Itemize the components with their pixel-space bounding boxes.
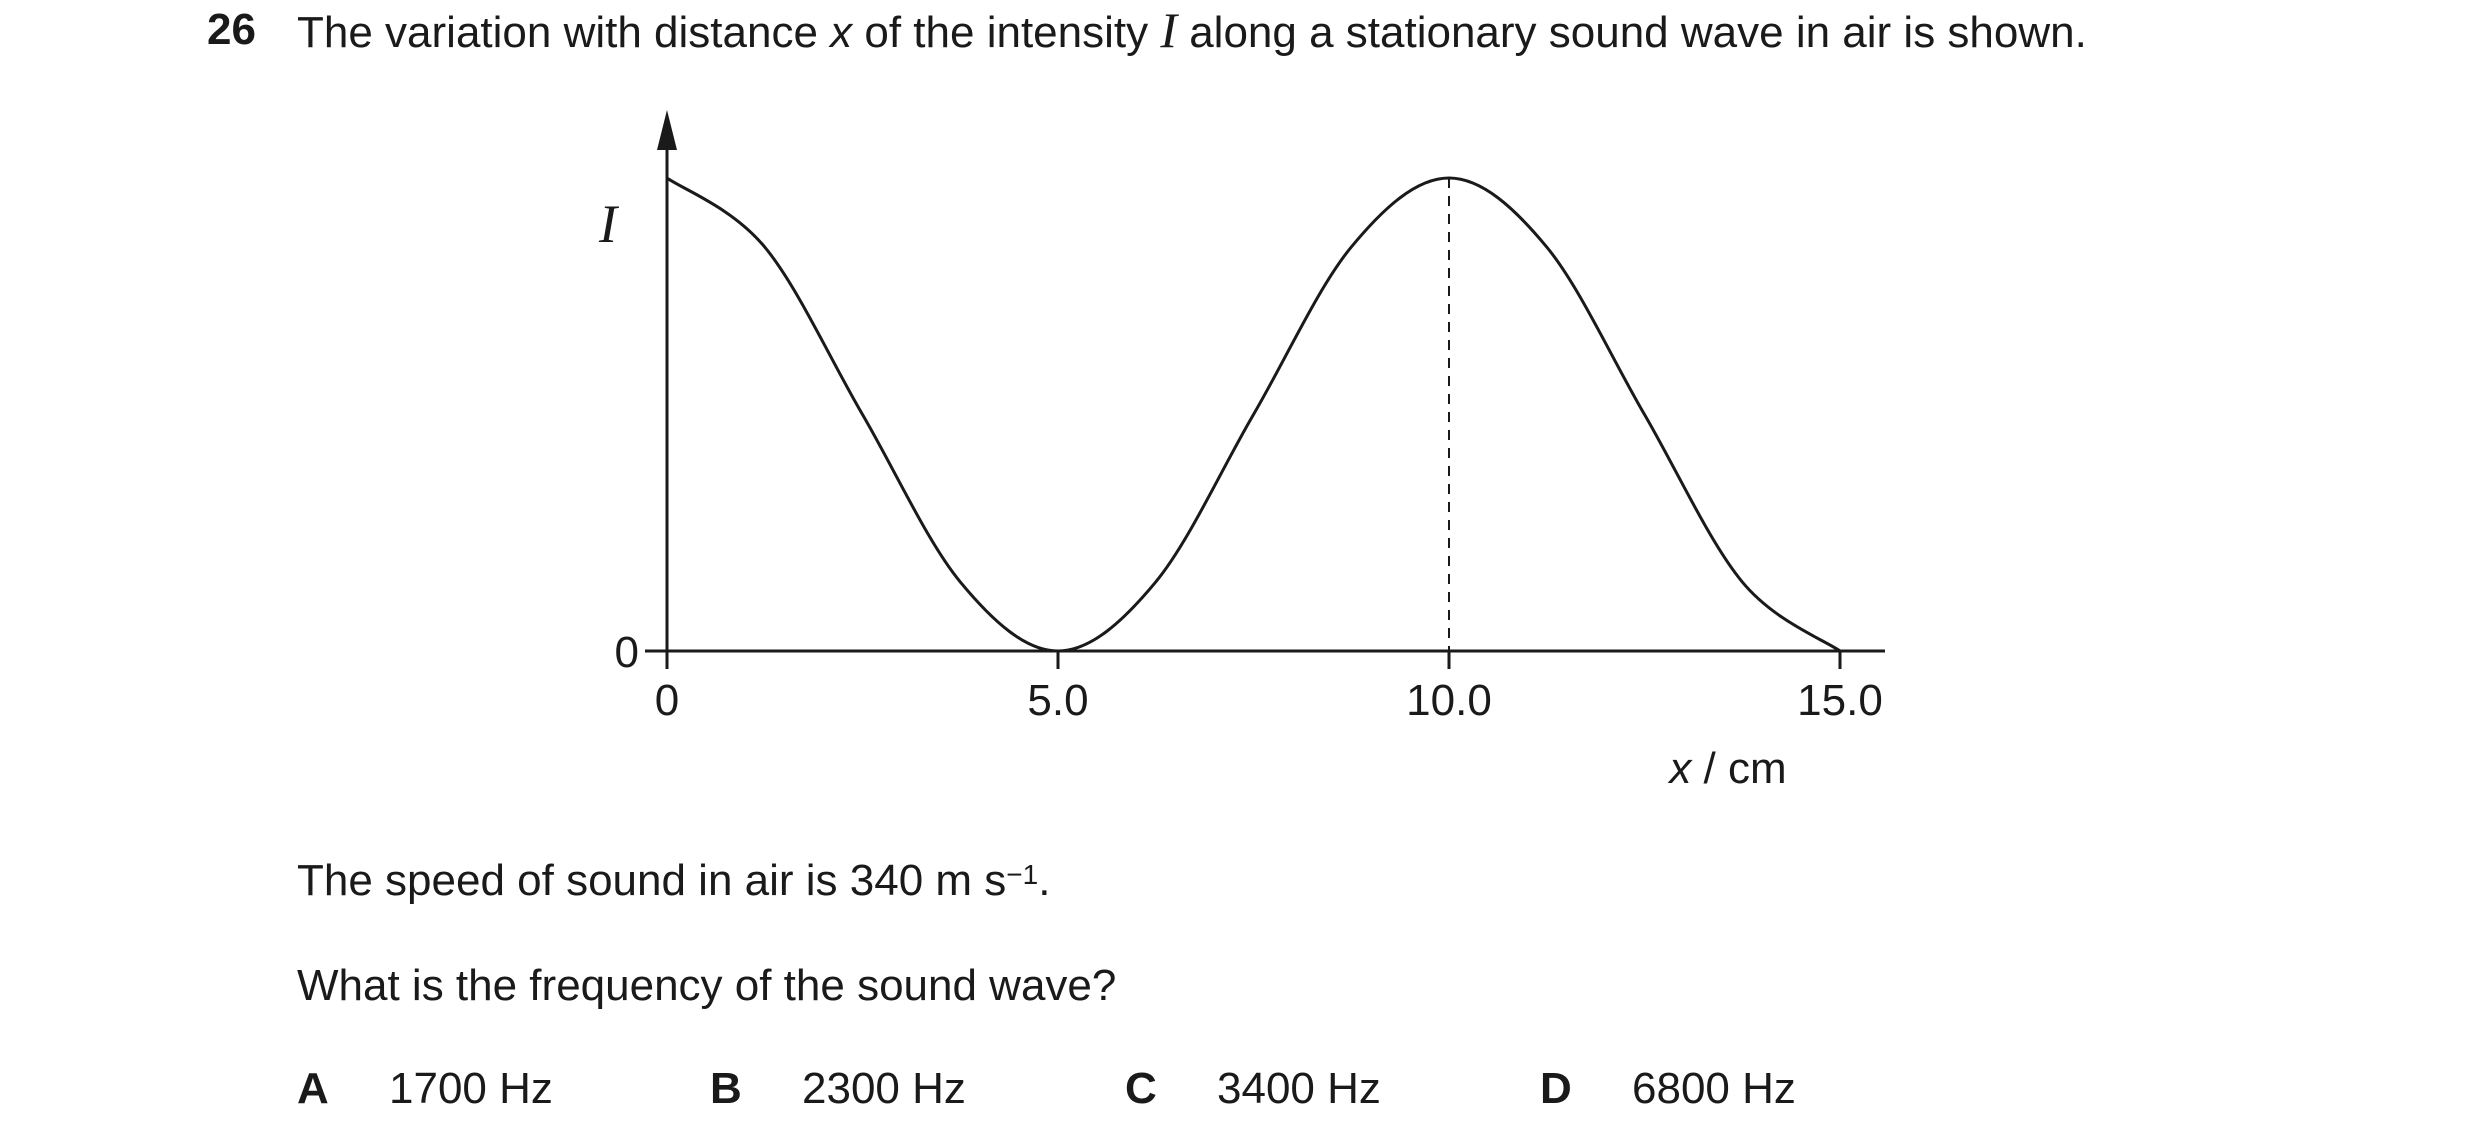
stem-text-3: along a stationary sound wave in air is … [1176, 8, 2087, 57]
intensity-graph: 0 5.0 10.0 15.0 0 Ix / cm [598, 110, 1885, 793]
y-axis-label: I [598, 194, 620, 254]
y-tick-label: 0 [615, 628, 639, 677]
x-axis-label-unit: / cm [1691, 744, 1786, 793]
x-tick-label: 0 [655, 676, 679, 725]
speed-statement: The speed of sound in air is 340 m s−1. [297, 853, 1050, 909]
option-b-value: 2300 Hz [802, 1064, 966, 1113]
option-d-letter: D [1540, 1064, 1572, 1113]
speed-text: The speed of sound in air is 340 m s [297, 856, 1007, 905]
x-axis-label-variable: x [1667, 744, 1693, 793]
question-prompt: What is the frequency of the sound wave? [297, 961, 1117, 1010]
option-a-value: 1700 Hz [389, 1064, 553, 1113]
intensity-curve [666, 176, 1841, 653]
x-axis-label: x / cm [1667, 744, 1786, 793]
stem-text-1: The variation with distance [297, 8, 831, 57]
y-axis-arrow [657, 110, 677, 150]
question-stem: The variation with distance x of the int… [297, 2, 2087, 61]
graph-labels: 0 5.0 10.0 15.0 0 Ix / cm [598, 194, 1883, 793]
speed-exponent: −1 [1006, 859, 1039, 890]
x-tick-label: 5.0 [1027, 676, 1088, 725]
speed-end: . [1038, 856, 1051, 905]
graph-axes [645, 110, 1885, 669]
option-c-letter: C [1125, 1064, 1157, 1113]
x-tick-label: 10.0 [1406, 676, 1492, 725]
question-number: 26 [207, 5, 256, 54]
option-b-letter: B [710, 1064, 742, 1113]
option-a-letter: A [297, 1064, 329, 1113]
option-d-value: 6800 Hz [1632, 1064, 1796, 1113]
stem-variable-I: I [1160, 2, 1177, 58]
stem-text-2: of the intensity [852, 8, 1161, 57]
x-tick-label: 15.0 [1797, 676, 1883, 725]
graph-curve [666, 176, 1841, 653]
option-c-value: 3400 Hz [1217, 1064, 1381, 1113]
stem-variable-x: x [830, 8, 853, 57]
